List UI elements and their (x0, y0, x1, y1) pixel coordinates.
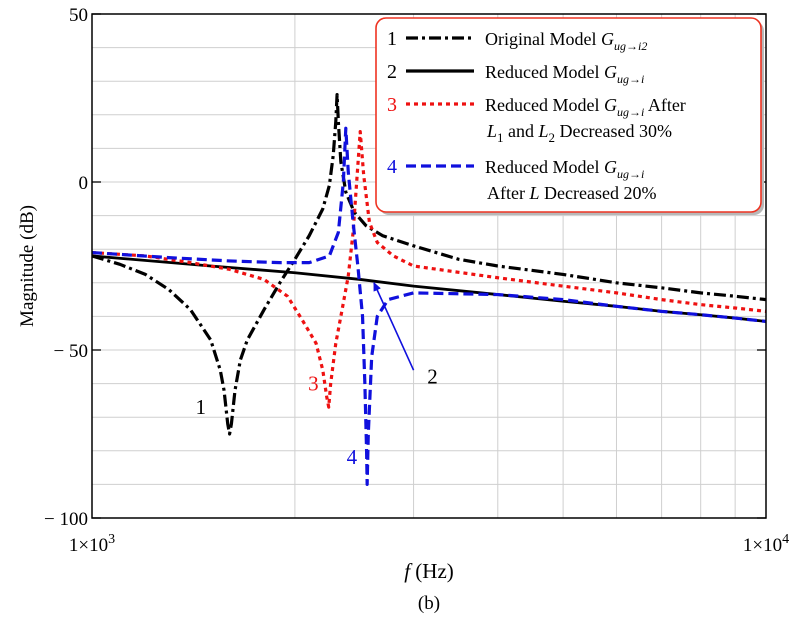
annotation-arrow (373, 281, 415, 371)
legend-label-3: Reduced Model Gug→i After (485, 95, 686, 119)
series-group (92, 93, 766, 486)
legend-label-1: Original Model Gug→i2 (485, 29, 647, 53)
legend-number-2: 2 (387, 61, 397, 83)
legend-number-4: 4 (387, 156, 397, 178)
x-tick-label: 1×103 (69, 532, 115, 556)
legend-label-3-line-2: L1 and L2 Decreased 30% (486, 121, 672, 145)
x-axis-label: f (Hz) (404, 559, 454, 583)
annotation-label-2: 2 (427, 365, 438, 389)
y-tick-label: − 50 (54, 341, 88, 362)
legend: 1 Original Model Gug→i2 2 Reduced Model Gug… (375, 17, 764, 215)
y-axis-label: Magnitude (dB) (17, 205, 38, 327)
legend-box (375, 17, 762, 213)
legend-label-4: Reduced Model Gug→i (485, 157, 644, 181)
annotation-label-3: 3 (308, 371, 319, 395)
series-line-1 (92, 93, 766, 436)
annotation-label-4: 4 (347, 445, 358, 469)
annotations: 1 3 4 2 (196, 281, 438, 469)
legend-number-3: 3 (387, 94, 397, 116)
legend-label-4-line-2: After L Decreased 20% (487, 183, 656, 203)
legend-label-2: Reduced Model Gug→i (485, 62, 644, 86)
annotation-label-1: 1 (196, 395, 207, 419)
legend-number-1: 1 (387, 28, 397, 50)
plot-frame (91, 13, 767, 519)
y-tick-label: 0 (79, 173, 89, 194)
x-tick-label: 1×104 (743, 532, 789, 556)
y-tick-label: 50 (69, 5, 88, 26)
y-tick-label: − 100 (44, 509, 88, 530)
series-line-4 (92, 126, 766, 486)
figure-caption: (b) (418, 593, 440, 614)
